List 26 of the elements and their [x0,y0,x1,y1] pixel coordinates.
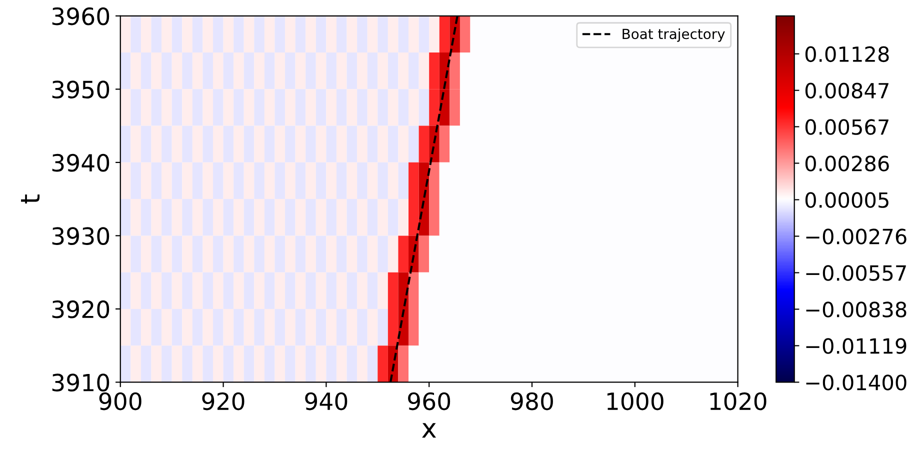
y-tick-label: 3940 [52,154,110,172]
color-bar-label: 0.00286 [805,156,889,172]
x-tick-label: 980 [510,392,553,410]
y-axis-title: t [21,194,40,204]
color-bar-label: −0.01400 [806,374,906,390]
x-axis-title: x [422,423,436,438]
color-bar-label: 0.00567 [805,119,888,135]
y-tick-label: 3930 [52,227,110,245]
color-bar-label: −0.00276 [806,228,906,244]
color-bar-label: 0.00847 [805,82,888,99]
x-tick-label: 960 [408,392,450,410]
legend-label: Boat trajectory [622,28,725,42]
x-tick-label: 900 [99,392,142,410]
y-tick-label: 3920 [52,300,110,318]
color-bar-label: 0.01128 [805,46,889,62]
x-tick-label: 1000 [607,392,664,410]
x-tick-label: 920 [202,392,244,410]
x-tick-label: 940 [305,392,348,410]
y-tick-label: 3910 [52,374,110,392]
color-bar-label: −0.00557 [806,265,906,281]
y-tick-label: 3960 [52,7,110,26]
color-bar-label: −0.01119 [806,338,906,354]
x-tick-label: 1020 [710,392,766,410]
color-bar-label: 0.00005 [805,192,888,208]
color-bar-label: −0.00838 [806,302,906,318]
y-tick-label: 3950 [52,80,110,98]
